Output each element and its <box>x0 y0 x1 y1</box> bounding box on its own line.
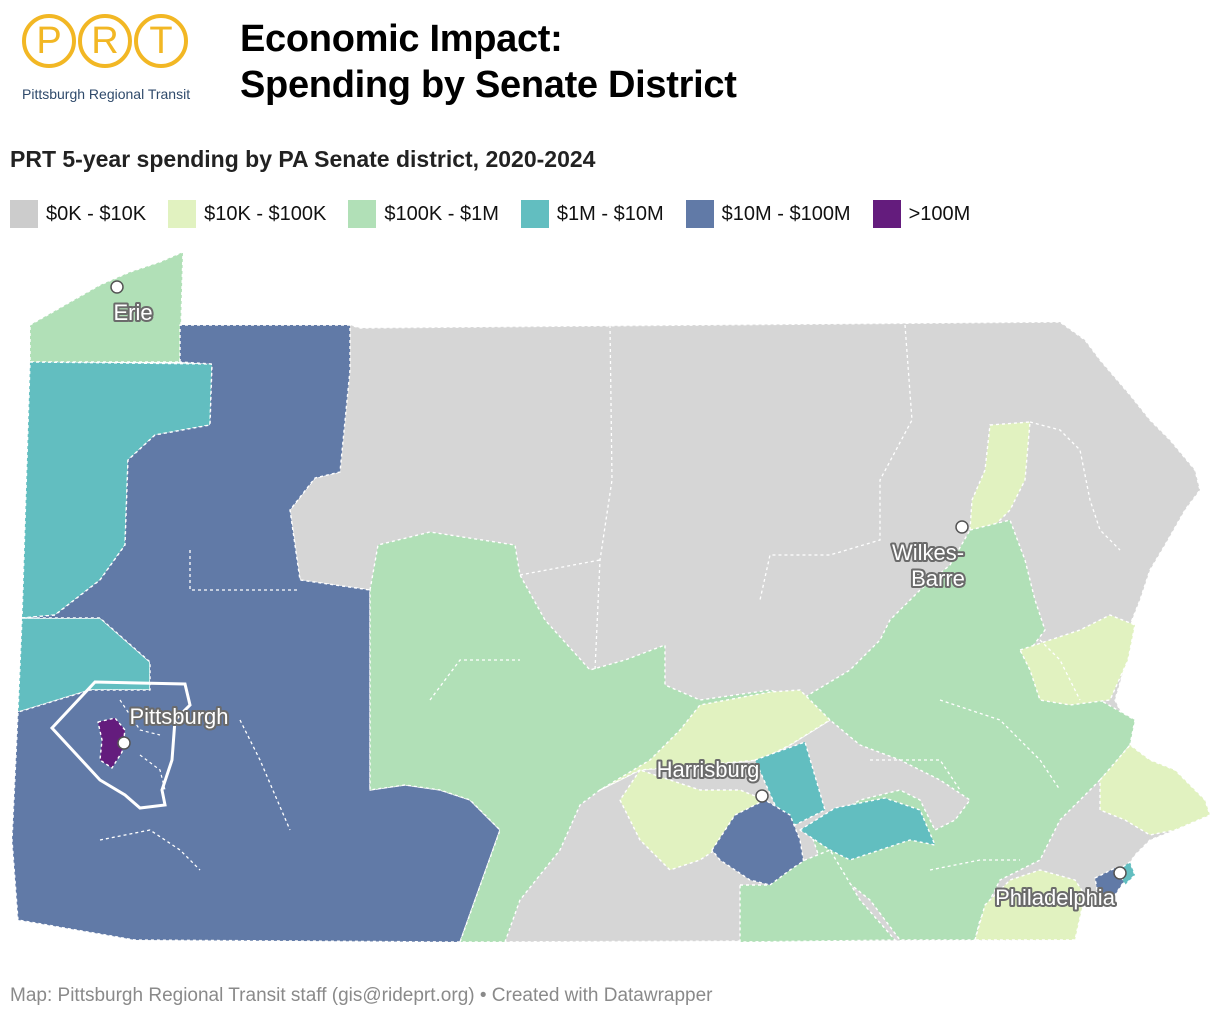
district-western-blue[interactable] <box>11 324 501 943</box>
title-line-1: Economic Impact: <box>240 18 563 60</box>
legend-swatch <box>685 200 714 228</box>
city-pittsburgh[interactable]: Pittsburgh <box>117 702 231 750</box>
city-marker <box>110 280 124 294</box>
legend-label: $1M - $10M <box>556 202 664 225</box>
city-label-wilkes-line1: Wilkes- <box>892 540 964 565</box>
legend-swatch <box>872 200 901 228</box>
legend-item-over-100m: >100M <box>872 200 971 228</box>
district-boundaries <box>99 324 1121 871</box>
district-central-green[interactable] <box>369 531 831 943</box>
legend-label: $10K - $100K <box>204 202 327 225</box>
district-erie[interactable] <box>29 251 184 363</box>
legend-item-1m-10m: $1M - $10M <box>520 200 664 228</box>
legend-swatch <box>168 200 197 228</box>
city-wilkes-barre[interactable]: Wilkes- Barre <box>890 520 969 593</box>
city-erie[interactable]: Erie <box>110 280 155 327</box>
page-title: Economic Impact: Spending by Senate Dist… <box>240 16 737 108</box>
prt-logo: P R T Pittsburgh Regional Transit <box>22 14 212 114</box>
legend-item-100k-1m: $100K - $1M <box>348 200 499 228</box>
legend-item-10m-100m: $10M - $100M <box>685 200 851 228</box>
logo-letter-r: R <box>78 14 132 68</box>
city-label-pittsburgh: Pittsburgh <box>129 704 228 729</box>
district-york-blue[interactable] <box>711 799 806 891</box>
legend-label: $10M - $100M <box>721 202 851 225</box>
city-label-harrisburg: Harrisburg <box>657 757 760 782</box>
city-marker <box>955 520 969 534</box>
district-lancaster-teal[interactable] <box>799 797 936 861</box>
legend-swatch <box>520 200 549 228</box>
legend-item-10k-100k: $10K - $100K <box>168 200 326 228</box>
legend-item-0k-10k: $0K - $10K <box>10 200 146 228</box>
pa-senate-district-map: Erie Pittsburgh Wilkes- Barre Harrisburg… <box>11 251 1211 943</box>
district-harrisburg-lightgreen[interactable] <box>599 689 831 871</box>
legend-swatch <box>348 200 377 228</box>
district-northeast-lightgreen[interactable] <box>969 421 1031 531</box>
logo-rings: P R T <box>22 14 212 68</box>
district-southeast-lightgreen[interactable] <box>974 869 1086 941</box>
chart-subtitle: PRT 5-year spending by PA Senate distric… <box>10 146 596 172</box>
allegheny-county-outline <box>49 680 192 810</box>
legend-label: $100K - $1M <box>384 202 499 225</box>
city-label-philadelphia: Philadelphia <box>995 885 1116 910</box>
legend-label: >100M <box>908 202 971 225</box>
district-pittsburgh-purple[interactable] <box>97 717 126 769</box>
city-label-wilkes-line2: Barre <box>911 566 965 591</box>
legend-swatch <box>10 200 38 228</box>
legend: $0K - $10K $10K - $100K $100K - $1M $1M … <box>10 200 970 228</box>
city-label-erie: Erie <box>113 300 152 325</box>
allegheny-internal-lines <box>119 699 166 791</box>
district-bucks-lightgreen[interactable] <box>1099 744 1211 836</box>
logo-letter-t: T <box>134 14 188 68</box>
city-marker <box>117 736 131 750</box>
footer-credit: Map: Pittsburgh Regional Transit staff (… <box>10 985 713 1006</box>
district-harrisburg-teal[interactable] <box>754 741 826 826</box>
city-philadelphia[interactable]: Philadelphia <box>993 866 1127 912</box>
city-harrisburg[interactable]: Harrisburg <box>655 755 769 803</box>
legend-label: $0K - $10K <box>46 202 147 225</box>
city-marker <box>1113 866 1127 880</box>
logo-letter-p: P <box>22 14 76 68</box>
title-line-2: Spending by Senate District <box>240 64 737 106</box>
city-marker <box>755 789 769 803</box>
district-southcentral-green[interactable] <box>739 849 896 943</box>
district-lehigh-lightgreen[interactable] <box>1019 614 1136 706</box>
logo-subtitle: Pittsburgh Regional Transit <box>22 86 191 102</box>
